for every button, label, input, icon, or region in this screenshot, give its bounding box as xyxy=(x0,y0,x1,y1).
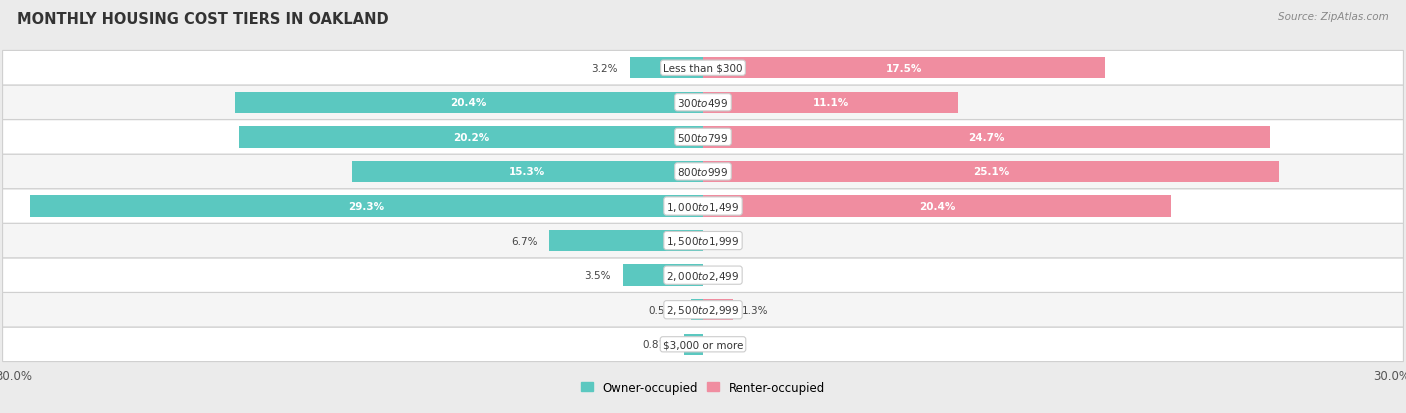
Text: 0.0%: 0.0% xyxy=(713,271,738,280)
Bar xyxy=(352,161,703,183)
Text: MONTHLY HOUSING COST TIERS IN OAKLAND: MONTHLY HOUSING COST TIERS IN OAKLAND xyxy=(17,12,388,27)
Bar xyxy=(703,127,1270,148)
Text: 17.5%: 17.5% xyxy=(886,64,922,74)
Text: 6.7%: 6.7% xyxy=(512,236,537,246)
Text: 0.0%: 0.0% xyxy=(713,339,738,349)
Bar xyxy=(703,196,1171,217)
Text: 0.81%: 0.81% xyxy=(643,339,675,349)
Text: 3.5%: 3.5% xyxy=(585,271,612,280)
Text: $2,500 to $2,999: $2,500 to $2,999 xyxy=(666,304,740,316)
Text: $800 to $999: $800 to $999 xyxy=(678,166,728,178)
FancyBboxPatch shape xyxy=(3,327,1403,362)
Text: 29.3%: 29.3% xyxy=(349,202,385,211)
Text: Less than $300: Less than $300 xyxy=(664,64,742,74)
Text: 20.4%: 20.4% xyxy=(450,98,486,108)
Bar xyxy=(550,230,703,252)
Text: 15.3%: 15.3% xyxy=(509,167,546,177)
Text: 20.4%: 20.4% xyxy=(920,202,956,211)
Text: 1.3%: 1.3% xyxy=(742,305,769,315)
FancyBboxPatch shape xyxy=(3,189,1403,224)
Text: $300 to $499: $300 to $499 xyxy=(678,97,728,109)
FancyBboxPatch shape xyxy=(3,293,1403,327)
Bar xyxy=(239,127,703,148)
FancyBboxPatch shape xyxy=(3,120,1403,155)
Text: $2,000 to $2,499: $2,000 to $2,499 xyxy=(666,269,740,282)
Bar xyxy=(703,58,1105,79)
Bar xyxy=(685,334,703,355)
Bar xyxy=(690,299,703,320)
FancyBboxPatch shape xyxy=(3,51,1403,86)
Bar xyxy=(235,93,703,114)
Text: 3.2%: 3.2% xyxy=(592,64,619,74)
Bar xyxy=(703,299,733,320)
Text: $500 to $799: $500 to $799 xyxy=(678,131,728,143)
Text: 24.7%: 24.7% xyxy=(969,133,1005,142)
FancyBboxPatch shape xyxy=(3,258,1403,293)
Text: 0.0%: 0.0% xyxy=(713,236,738,246)
Text: 20.2%: 20.2% xyxy=(453,133,489,142)
Text: $3,000 or more: $3,000 or more xyxy=(662,339,744,349)
Bar xyxy=(30,196,703,217)
Text: Source: ZipAtlas.com: Source: ZipAtlas.com xyxy=(1278,12,1389,22)
Bar xyxy=(703,93,957,114)
FancyBboxPatch shape xyxy=(3,224,1403,258)
Text: 0.54%: 0.54% xyxy=(648,305,682,315)
FancyBboxPatch shape xyxy=(3,155,1403,189)
Text: $1,500 to $1,999: $1,500 to $1,999 xyxy=(666,235,740,247)
Bar xyxy=(703,161,1279,183)
Bar xyxy=(623,265,703,286)
FancyBboxPatch shape xyxy=(3,86,1403,120)
Text: 25.1%: 25.1% xyxy=(973,167,1010,177)
Bar xyxy=(630,58,703,79)
Text: $1,000 to $1,499: $1,000 to $1,499 xyxy=(666,200,740,213)
Text: 11.1%: 11.1% xyxy=(813,98,849,108)
Legend: Owner-occupied, Renter-occupied: Owner-occupied, Renter-occupied xyxy=(576,376,830,399)
